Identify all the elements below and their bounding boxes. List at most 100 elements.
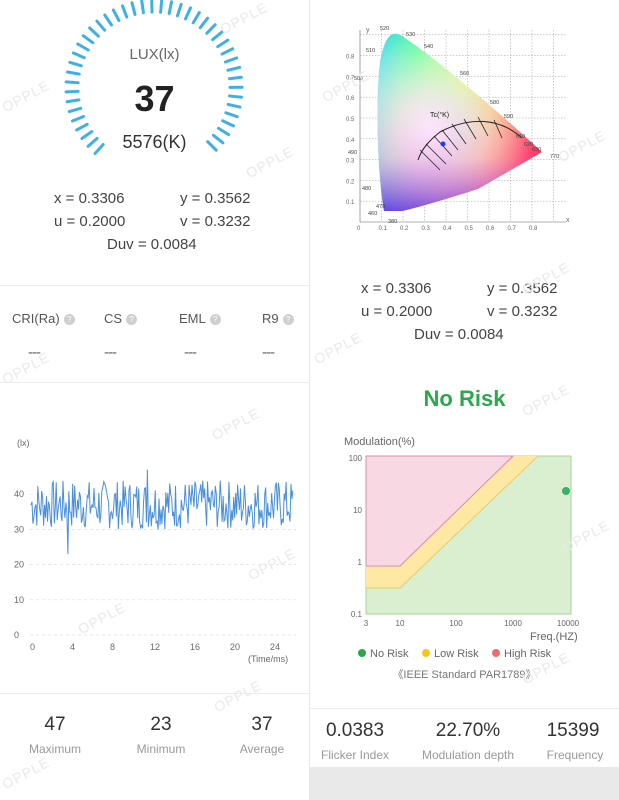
waveform-y-tick: 40 bbox=[14, 489, 24, 499]
metric-cri[interactable]: CRI(Ra)? bbox=[12, 311, 75, 326]
cie-panel: y x Tc(°K) 0.8 0.7 0.6 0.5 0.4 0.3 0.2 0.1 0 0.1 0… bbox=[310, 0, 619, 380]
cie-y-tick: 0.7 bbox=[346, 75, 355, 81]
gauge-tick bbox=[198, 16, 210, 30]
gauge-tick bbox=[206, 140, 218, 152]
gauge-tick bbox=[140, 0, 145, 15]
cie-coord-y: y = 0.3562 bbox=[487, 280, 558, 297]
metric-eml-label: EML bbox=[179, 311, 206, 326]
wavelength-label: 540 bbox=[424, 44, 433, 50]
gauge-tick bbox=[64, 89, 80, 94]
coord-duv: Duv = 0.0084 bbox=[107, 236, 197, 253]
gauge-tick bbox=[211, 133, 225, 145]
risk-x-label: Freq.(HZ) bbox=[530, 631, 578, 643]
waveform-series-line bbox=[30, 469, 294, 555]
cie-coord-x: x = 0.3306 bbox=[361, 280, 432, 297]
waveform-x-tick: 24 bbox=[270, 642, 280, 652]
divider bbox=[310, 708, 619, 709]
wavelength-label: 530 bbox=[406, 32, 415, 38]
wavelength-label: 630 bbox=[532, 147, 541, 153]
metric-eml[interactable]: EML? bbox=[179, 311, 221, 326]
cie-y-tick: 0.1 bbox=[346, 200, 355, 206]
legend-dot-icon bbox=[422, 649, 430, 657]
risk-x-tick: 3 bbox=[364, 619, 369, 628]
waveform-chart: (lx) (Time/ms) 40 30 20 10 0 0 4 8 12 16 20 24 bbox=[14, 438, 296, 664]
waveform-panel: (lx) (Time/ms) 40 30 20 10 0 0 4 8 12 16 20 24 bbox=[0, 383, 309, 693]
waveform-y-tick: 20 bbox=[14, 560, 24, 570]
measured-risk-point bbox=[562, 487, 570, 495]
gauge-tick bbox=[93, 142, 105, 155]
gauge-tick-ring bbox=[64, 0, 244, 155]
gauge-tick bbox=[64, 80, 80, 85]
gauge-tick bbox=[226, 102, 242, 109]
gauge-tick bbox=[95, 19, 107, 32]
wavelength-label: 380 bbox=[388, 219, 397, 225]
gauge-tick bbox=[67, 106, 83, 114]
divider bbox=[0, 382, 309, 383]
waveform-x-tick: 0 bbox=[30, 642, 35, 652]
metric-eml-value: --- bbox=[184, 344, 197, 361]
waveform-x-tick: 20 bbox=[230, 642, 240, 652]
modulation-depth-label: Modulation depth bbox=[421, 748, 515, 762]
cie-x-tick: 0.8 bbox=[529, 226, 538, 232]
coord-v: v = 0.3232 bbox=[180, 213, 251, 230]
metric-cs-value: --- bbox=[104, 344, 117, 361]
cie-coord-v: v = 0.3232 bbox=[487, 303, 558, 320]
cie-x-tick: 0.1 bbox=[379, 226, 388, 232]
wavelength-label: 580 bbox=[490, 100, 499, 106]
gauge-tick bbox=[130, 1, 137, 16]
stat-minimum-label: Minimum bbox=[136, 742, 186, 756]
help-icon[interactable]: ? bbox=[282, 314, 294, 325]
cie-chromaticity-diagram: y x Tc(°K) 0.8 0.7 0.6 0.5 0.4 0.3 0.2 0.1 0 0.1 0… bbox=[346, 26, 570, 232]
risk-x-tick: 10 bbox=[396, 619, 405, 628]
frequency-label: Frequency bbox=[546, 748, 604, 762]
risk-y-tick: 100 bbox=[349, 454, 363, 463]
gauge-tick bbox=[65, 70, 81, 76]
gauge-tick bbox=[80, 130, 94, 140]
metric-cs-label: CS bbox=[104, 311, 123, 326]
low-risk-boundary bbox=[399, 455, 539, 589]
metric-cs[interactable]: CS? bbox=[104, 311, 138, 326]
gauge-tick bbox=[103, 13, 114, 27]
gauge-tick bbox=[68, 60, 83, 68]
flicker-index-label: Flicker Index bbox=[320, 748, 390, 762]
waveform-x-tick: 16 bbox=[190, 642, 200, 652]
gauge-tick bbox=[191, 11, 201, 25]
gauge-tick bbox=[220, 47, 235, 56]
cie-x-tick: 0.5 bbox=[465, 226, 474, 232]
gauge-tick bbox=[88, 26, 100, 38]
help-icon[interactable]: ? bbox=[126, 314, 138, 325]
bottom-bar bbox=[310, 767, 619, 800]
gauge-tick bbox=[216, 38, 230, 49]
stat-maximum-value: 47 bbox=[44, 714, 66, 735]
legend-low-risk-label: Low Risk bbox=[434, 648, 479, 660]
legend-high-risk-label: High Risk bbox=[504, 648, 552, 660]
help-icon[interactable]: ? bbox=[209, 314, 221, 325]
waveform-x-tick: 12 bbox=[150, 642, 160, 652]
help-icon[interactable]: ? bbox=[63, 314, 75, 325]
flicker-stats-panel: 0.0383 Flicker Index 22.70% Modulation d… bbox=[310, 709, 619, 767]
gauge-tick bbox=[221, 119, 235, 128]
cie-x-tick: 0 bbox=[357, 226, 361, 232]
risk-y-label: Modulation(%) bbox=[344, 436, 415, 448]
wavelength-label: 470 bbox=[376, 204, 385, 210]
current-chromaticity-point bbox=[440, 141, 446, 147]
risk-x-tick: 10000 bbox=[557, 619, 580, 628]
wavelength-label: 510 bbox=[366, 48, 375, 54]
wavelength-label: 460 bbox=[368, 211, 377, 217]
gauge-tick bbox=[75, 122, 89, 132]
cie-coord-u: u = 0.2000 bbox=[361, 303, 433, 320]
risk-x-tick: 100 bbox=[449, 619, 463, 628]
lux-value: 37 bbox=[134, 78, 175, 119]
lux-gauge bbox=[64, 0, 244, 155]
risk-y-tick: 10 bbox=[353, 506, 362, 515]
gauge-tick bbox=[211, 30, 224, 42]
cie-y-tick: 0.6 bbox=[346, 96, 355, 102]
metric-cri-value: --- bbox=[28, 344, 41, 361]
cie-x-tick: 0.2 bbox=[400, 226, 409, 232]
cie-y-tick: 0.3 bbox=[346, 159, 355, 165]
frequency-value: 15399 bbox=[546, 720, 600, 741]
high-risk-region bbox=[365, 455, 515, 567]
waveform-y-unit: (lx) bbox=[17, 438, 30, 448]
waveform-y-tick: 10 bbox=[14, 595, 24, 605]
metric-r9[interactable]: R9? bbox=[262, 311, 294, 326]
